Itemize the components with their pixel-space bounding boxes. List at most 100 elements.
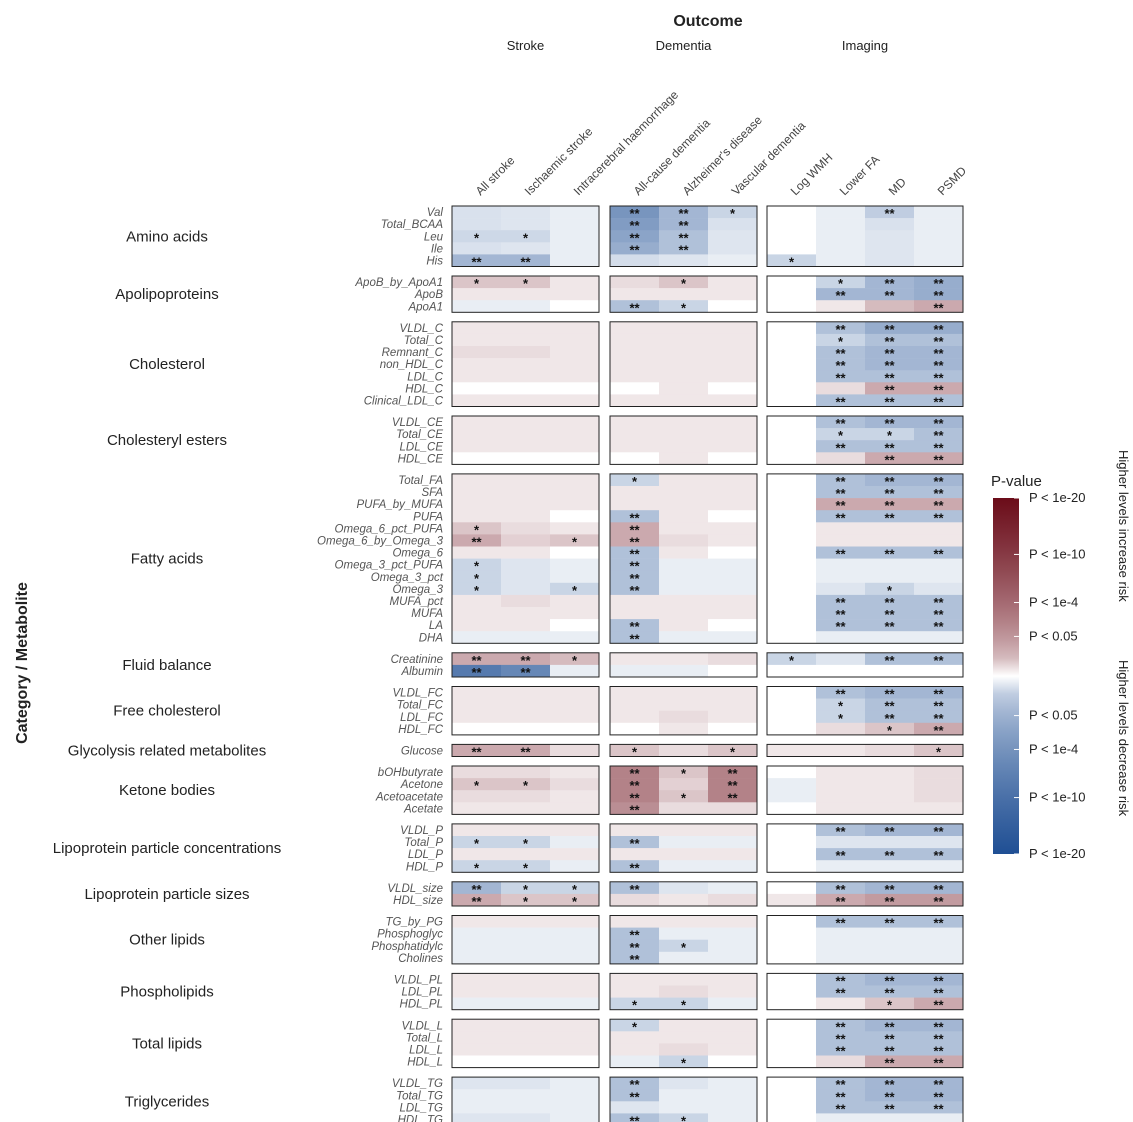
category-label: Free cholesterol: [113, 703, 221, 720]
panel-border: [451, 1018, 600, 1069]
heatmap-cell: [708, 881, 757, 895]
category-lipoprotein-particle-concentrations: Lipoprotein particle concentrations VLDL_…: [53, 823, 964, 875]
heatmap-cell: [610, 321, 659, 335]
heatmap-cell: [865, 1043, 914, 1056]
category-glycolysis-related-metabolites: Glycolysis related metabolites Glucose ** *…: [68, 742, 964, 759]
heatmap-cell: [767, 346, 816, 359]
heatmap-cell: [865, 254, 914, 267]
heatmap-cell: [659, 230, 708, 243]
heatmap-cell: [767, 1077, 816, 1090]
heatmap-cell: [816, 522, 865, 535]
significance-star: **: [835, 1089, 846, 1104]
heatmap-cell: [914, 893, 963, 907]
heatmap-cell: [659, 790, 708, 803]
heatmap-cell: [816, 498, 865, 511]
heatmap-cell: [501, 394, 550, 407]
heatmap-cell: [610, 382, 659, 395]
heatmap-cell: [610, 836, 659, 849]
significance-star: *: [523, 882, 529, 897]
heatmap-cell: [816, 790, 865, 803]
heatmap-cell: [501, 836, 550, 849]
heatmap-cell: [452, 997, 501, 1010]
significance-star: **: [520, 744, 531, 759]
significance-star: **: [471, 665, 482, 680]
heatmap-cell: [550, 836, 599, 849]
heatmap-cell: [816, 710, 865, 724]
heatmap-cell: [767, 619, 816, 632]
heatmap-cell: [659, 300, 708, 313]
significance-star: **: [933, 394, 944, 409]
heatmap-cell: [659, 802, 708, 815]
heatmap-cell: [452, 473, 501, 487]
significance-star: **: [884, 894, 895, 909]
significance-star: **: [933, 1101, 944, 1116]
heatmap-cell: [501, 710, 550, 724]
heatmap-cell: [816, 915, 865, 928]
significance-star: **: [884, 276, 895, 291]
heatmap-cell: [501, 452, 550, 465]
heatmap-cell: [865, 416, 914, 429]
heatmap-cell: [708, 558, 757, 571]
heatmap-cell: [659, 619, 708, 632]
heatmap-cell: [816, 881, 865, 895]
significance-star: **: [884, 440, 895, 455]
significance-star: **: [835, 547, 846, 562]
panel-border: [451, 743, 600, 758]
significance-star: **: [835, 1101, 846, 1116]
heatmap-cell: [767, 766, 816, 779]
heatmap-cell: [865, 848, 914, 861]
significance-star: **: [629, 928, 640, 943]
heatmap-cell: [708, 218, 757, 231]
heatmap-cell: [767, 744, 816, 757]
row-label: HDL_PL: [400, 999, 443, 1011]
heatmap-cell: [816, 428, 865, 441]
heatmap-cell: [914, 652, 963, 666]
heatmap-cell: [865, 1077, 914, 1090]
heatmap-cell: [550, 607, 599, 620]
heatmap-cell: [767, 1101, 816, 1114]
heatmap-cell: [610, 848, 659, 861]
significance-star: *: [887, 428, 893, 443]
row-label: non_HDL_C: [380, 359, 444, 371]
heatmap-cell: [610, 802, 659, 815]
heatmap-cell: [816, 652, 865, 666]
significance-star: **: [520, 653, 531, 668]
heatmap-cell: [914, 358, 963, 371]
heatmap-cell: [501, 778, 550, 791]
panel-border: [609, 1018, 758, 1069]
heatmap-cell: [767, 510, 816, 523]
significance-star: **: [933, 346, 944, 361]
legend-color-bar: [993, 498, 1019, 854]
heatmap-cell: [708, 836, 757, 849]
column-label: MD: [886, 175, 909, 198]
heatmap-cell: [550, 230, 599, 243]
heatmap-cell: [767, 428, 816, 441]
panel-border: [451, 1076, 600, 1122]
heatmap-cell: [708, 346, 757, 359]
row-label: Creatinine: [391, 654, 443, 666]
heatmap-cell: [865, 997, 914, 1010]
heatmap-cell: [550, 570, 599, 584]
significance-star: **: [884, 711, 895, 726]
heatmap-cell: [767, 664, 816, 678]
heatmap-cell: [865, 206, 914, 219]
heatmap-cell: [708, 893, 757, 907]
significance-star: *: [474, 276, 480, 291]
heatmap-cell: [816, 288, 865, 301]
heatmap-cell: [610, 985, 659, 998]
heatmap-cell: [914, 1101, 963, 1114]
heatmap-cell: [501, 766, 550, 779]
significance-star: **: [727, 790, 738, 805]
heatmap-cell: [501, 722, 550, 736]
heatmap-cell: [914, 823, 963, 837]
heatmap-cell: [708, 607, 757, 620]
heatmap-cell: [501, 860, 550, 873]
heatmap-cell: [816, 382, 865, 395]
significance-star: **: [884, 848, 895, 863]
heatmap-cell: [708, 619, 757, 632]
heatmap-cell: [767, 522, 816, 535]
row-label: ApoB_by_ApoA1: [354, 277, 443, 289]
heatmap-cell: [865, 607, 914, 620]
heatmap-cell: [816, 346, 865, 359]
